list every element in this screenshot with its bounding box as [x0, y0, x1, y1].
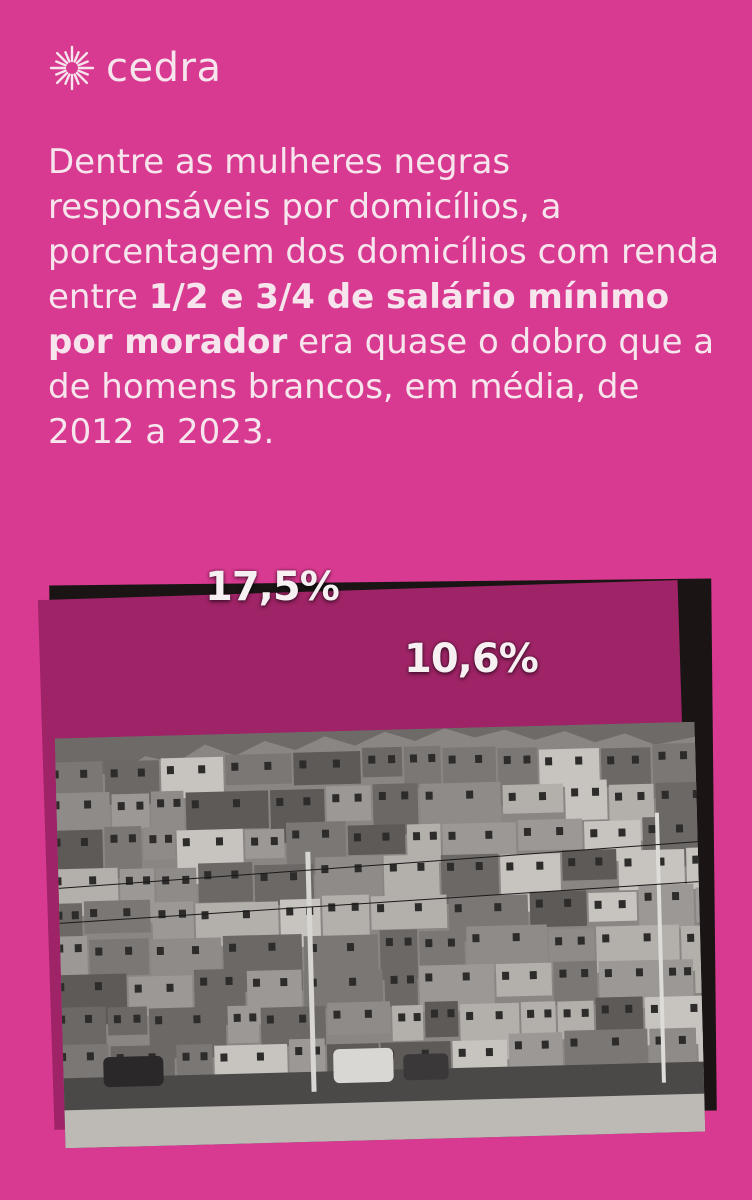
headline-highlight: 1/2 e 3/4 de salário mínimo por morador	[48, 277, 670, 362]
chart-photo-area: 17,5% 10,6%	[0, 560, 752, 1160]
logo: cedra	[48, 44, 221, 92]
favela-photo	[54, 721, 706, 1149]
headline-text-1: Dentre as mulheres negras responsáveis p…	[48, 142, 720, 317]
brand-wordmark: cedra	[106, 45, 222, 91]
bar-value-label-2: 10,6%	[404, 636, 539, 682]
bar-value-label-1: 17,5%	[205, 564, 340, 610]
sun-burst-icon	[49, 45, 95, 91]
headline-text-2: era quase o dobro que a de homens branco…	[48, 322, 715, 452]
headline: Dentre as mulheres negras responsáveis p…	[48, 140, 728, 455]
